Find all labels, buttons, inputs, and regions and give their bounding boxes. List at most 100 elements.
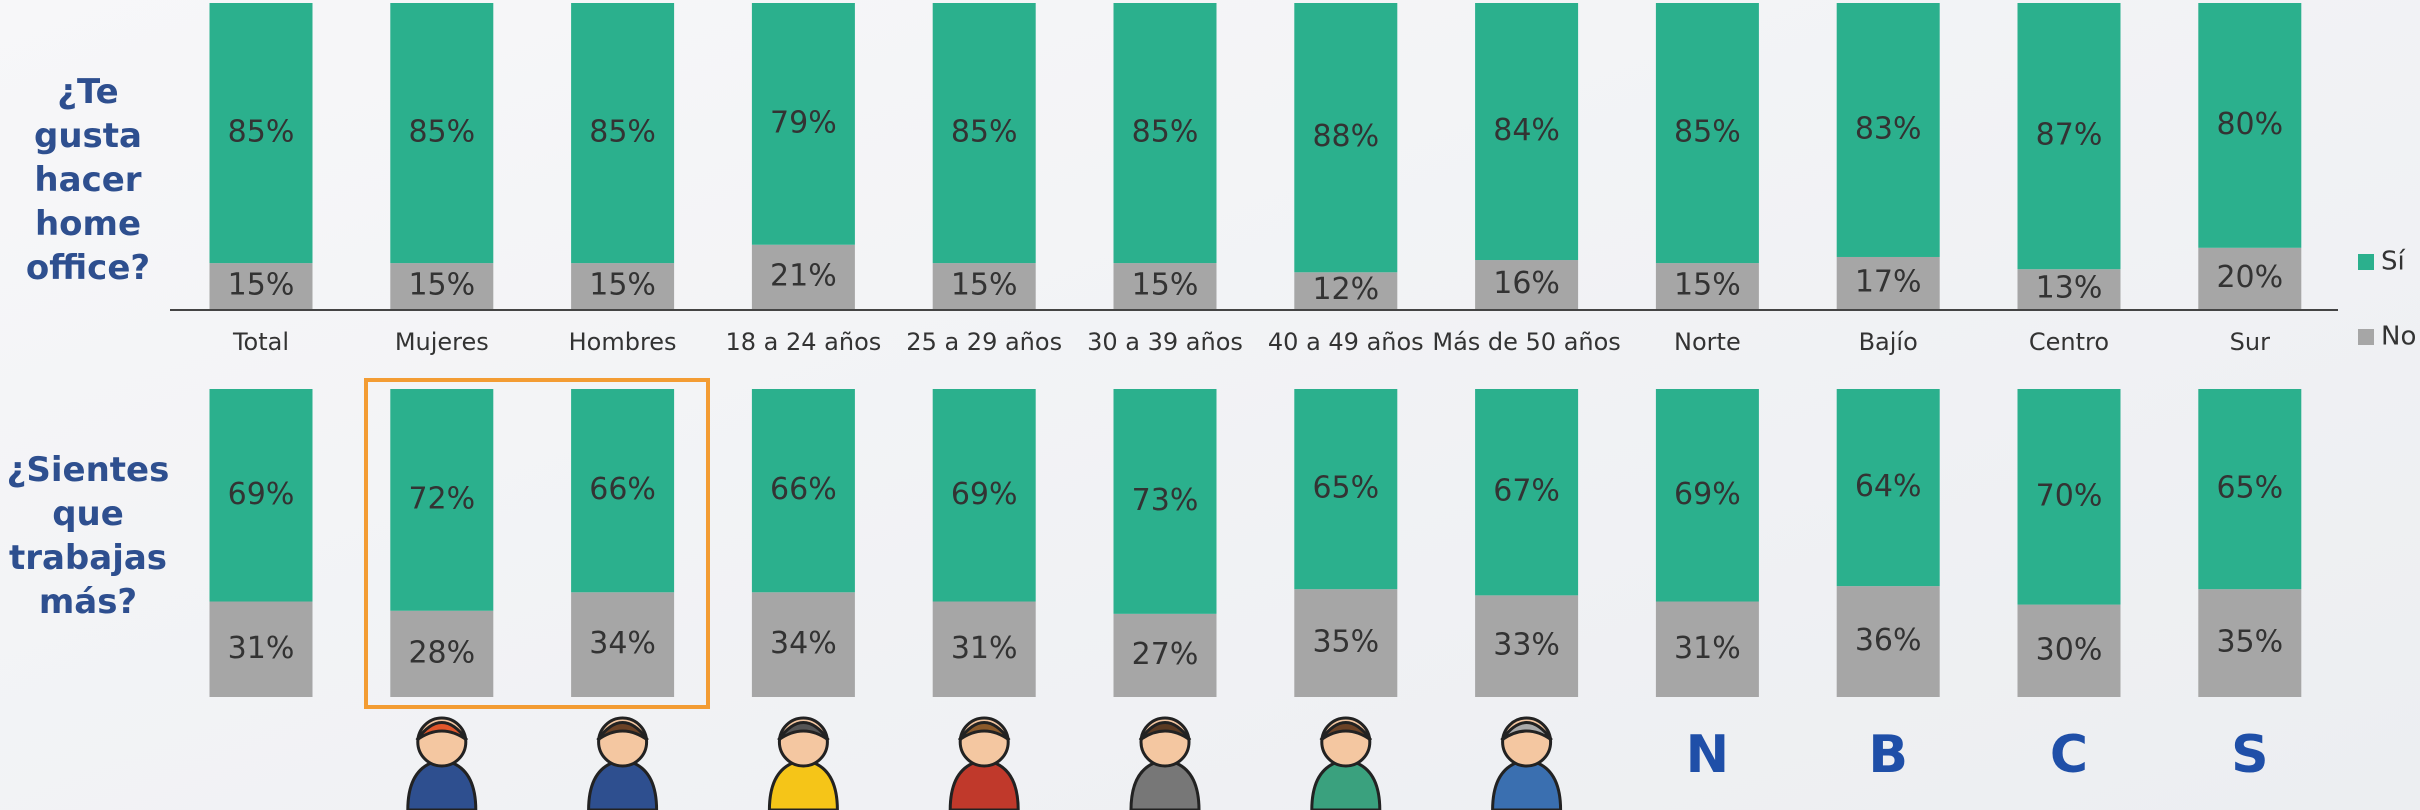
value-label: 16% [1493, 266, 1560, 301]
bar-segment [571, 592, 675, 697]
value-label: 15% [589, 268, 656, 303]
icon-hair [1138, 721, 1192, 742]
bar-segment [571, 3, 675, 264]
x-tick-label: Sur [2230, 328, 2270, 356]
legend-label: Sí [2381, 247, 2406, 277]
bar-segment [1475, 260, 1579, 309]
person-icon [948, 716, 1020, 810]
bar-segment [1475, 595, 1579, 697]
x-tick-label: 25 a 29 años [906, 328, 1062, 356]
x-tick-label: Hombres [569, 328, 677, 356]
legend-swatch [2358, 329, 2374, 345]
bar-segment [2198, 247, 2302, 309]
bar-segment [1655, 263, 1759, 309]
bar-segment [390, 389, 494, 611]
value-label: 15% [228, 268, 295, 303]
bar-segment [1294, 272, 1398, 309]
bar-segment [1113, 389, 1217, 614]
row-title: ¿Sientes que trabajas más? [6, 450, 170, 622]
value-label: 36% [1855, 623, 1922, 658]
bar-segment [2017, 389, 2121, 605]
bar-segment [1113, 3, 1217, 264]
x-tick-label: 18 a 24 años [726, 328, 882, 356]
highlight-box [364, 378, 710, 709]
person-icon [587, 716, 659, 810]
x-tick-label: Centro [2029, 328, 2109, 356]
value-label: 15% [408, 268, 475, 303]
value-label: 84% [1493, 113, 1560, 148]
value-label: 85% [1674, 115, 1741, 150]
person-icon [1129, 716, 1201, 810]
value-label: 85% [1132, 115, 1199, 150]
bar-segment [1836, 586, 1940, 697]
x-tick-label: Más de 50 años [1432, 328, 1620, 356]
person-icon [1491, 716, 1563, 810]
value-label: 66% [589, 472, 656, 507]
bar-segment [932, 263, 1036, 309]
value-label: 28% [408, 635, 475, 670]
icon-hair [1319, 721, 1373, 742]
bar-segment [1655, 389, 1759, 602]
bar-segment [1655, 3, 1759, 264]
icon-hair [1500, 721, 1553, 742]
region-icon: B [1868, 725, 1908, 785]
x-tick-label: Mujeres [395, 328, 489, 356]
value-label: 17% [1855, 264, 1922, 299]
x-tick-label: Norte [1674, 328, 1741, 356]
value-label: 15% [951, 268, 1018, 303]
bar-segment [1294, 3, 1398, 273]
icon-hair [957, 721, 1011, 742]
value-label: 69% [228, 477, 295, 512]
bar-segment [1836, 256, 1940, 309]
value-label: 85% [408, 115, 475, 150]
value-label: 66% [770, 472, 837, 507]
value-label: 64% [1855, 469, 1922, 504]
value-label: 85% [951, 115, 1018, 150]
bar-segment [2017, 604, 2121, 697]
value-label: 80% [2216, 107, 2283, 142]
value-label: 34% [770, 626, 837, 661]
bar-segment [751, 244, 855, 309]
bar-segment [2198, 3, 2302, 248]
person-icon [406, 716, 478, 810]
bar-segment [1294, 389, 1398, 590]
x-tick-label: 40 a 49 años [1268, 328, 1424, 356]
bar-segment [1836, 3, 1940, 257]
bar-segment [209, 3, 313, 264]
value-label: 85% [228, 115, 295, 150]
person-icon [767, 716, 839, 810]
x-tick-label: Bajío [1859, 328, 1918, 356]
x-tick-label: 30 a 39 años [1087, 328, 1243, 356]
value-label: 85% [589, 115, 656, 150]
bar-segment [1836, 389, 1940, 587]
region-icon: N [1686, 725, 1730, 785]
value-label: 31% [228, 631, 295, 666]
value-label: 65% [1312, 471, 1379, 506]
value-label: 35% [1312, 625, 1379, 660]
bar-segment [571, 263, 675, 309]
bar-segment [2198, 389, 2302, 590]
value-label: 67% [1493, 474, 1560, 509]
value-label: 31% [951, 631, 1018, 666]
legend-swatch [2358, 254, 2374, 270]
bar-segment [1113, 263, 1217, 309]
bar-segment [390, 610, 494, 697]
bar-segment [2198, 589, 2302, 697]
value-label: 15% [1674, 268, 1741, 303]
person-icon [1310, 716, 1382, 810]
bar-segment [932, 389, 1036, 602]
value-label: 87% [2036, 118, 2103, 153]
region-icon: C [2050, 725, 2088, 785]
value-label: 79% [770, 105, 837, 140]
bar-segment [751, 592, 855, 697]
value-label: 13% [2036, 271, 2103, 306]
bar-segment [1655, 601, 1759, 697]
bar-segment [571, 389, 675, 593]
bar-segment [209, 601, 313, 697]
value-label: 20% [2216, 260, 2283, 295]
bar-segment [1475, 3, 1579, 261]
value-label: 21% [770, 258, 837, 293]
icon-hair [596, 721, 649, 742]
